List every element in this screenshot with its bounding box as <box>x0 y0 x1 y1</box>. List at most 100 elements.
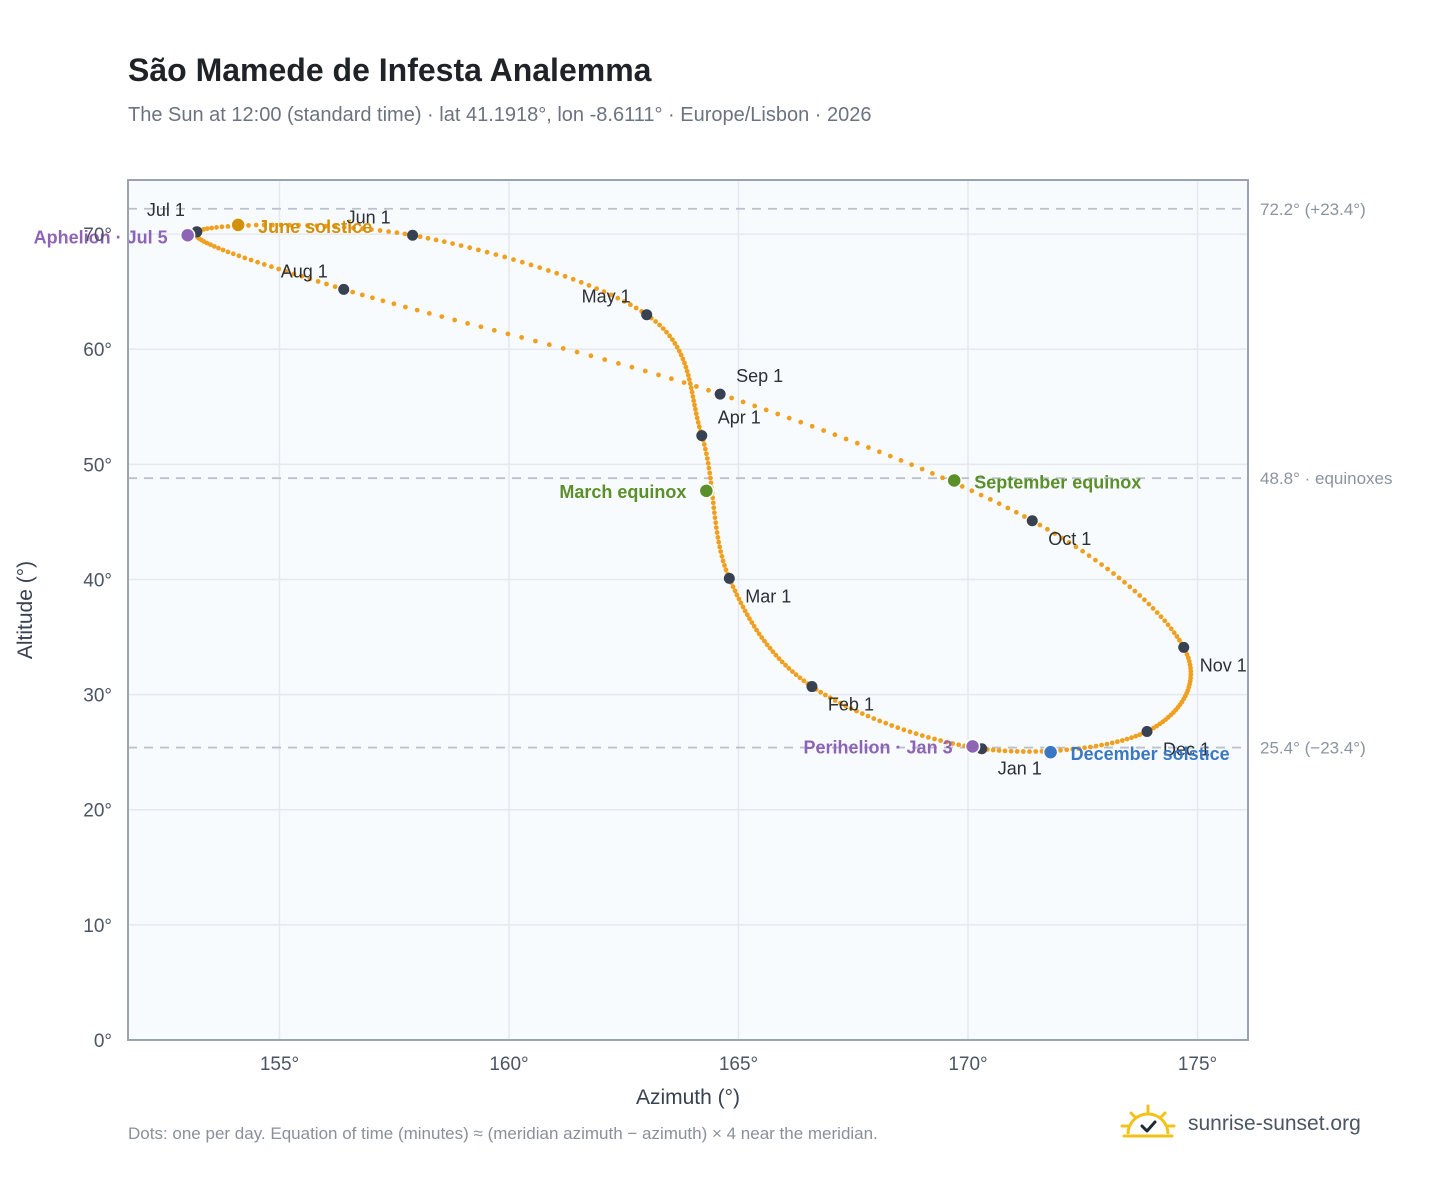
daily-sun-dot <box>287 222 292 228</box>
daily-sun-dot <box>386 229 391 235</box>
x-axis-label: Azimuth (°) <box>636 1086 740 1109</box>
daily-sun-dot <box>932 736 937 742</box>
daily-sun-dot <box>1080 548 1085 554</box>
daily-sun-dot <box>832 698 838 703</box>
daily-sun-dot <box>1093 557 1098 563</box>
daily-sun-dot <box>1119 738 1125 743</box>
daily-sun-dot <box>276 266 282 272</box>
daily-sun-dot <box>763 407 769 413</box>
y-tick-label: 70° <box>83 225 112 246</box>
month-marker <box>696 430 708 442</box>
daily-sun-dot <box>332 224 338 230</box>
daily-sun-dot <box>682 360 687 366</box>
brand-logo[interactable]: sunrise-sunset.org <box>1120 1102 1361 1146</box>
daily-sun-dot <box>901 727 907 733</box>
daily-sun-dot <box>688 385 694 391</box>
daily-sun-dot <box>1086 553 1092 559</box>
daily-sun-dot <box>704 451 709 457</box>
event-marker <box>698 483 715 499</box>
daily-sun-dot <box>1020 749 1026 754</box>
daily-sun-dot <box>1124 736 1130 742</box>
y-tick-label: 30° <box>83 686 112 707</box>
daily-sun-dot <box>959 484 965 489</box>
month-label: Apr 1 <box>718 408 761 428</box>
daily-sun-dot <box>703 446 708 452</box>
chart-footnote: Dots: one per day. Equation of time (min… <box>128 1124 878 1143</box>
daily-sun-dot <box>1162 618 1168 624</box>
daily-sun-dot <box>1171 630 1177 636</box>
daily-sun-dot <box>560 346 566 351</box>
daily-sun-dot <box>1037 522 1043 528</box>
daily-sun-dot <box>716 539 722 545</box>
daily-sun-dot <box>848 706 854 711</box>
daily-sun-dot <box>736 596 742 602</box>
daily-sun-dot <box>938 738 943 743</box>
daily-sun-dot <box>705 460 711 466</box>
daily-sun-dot <box>889 723 895 728</box>
daily-sun-dot <box>693 406 698 412</box>
daily-sun-dot <box>680 356 686 362</box>
daily-sun-dot <box>818 689 824 695</box>
daily-sun-dot <box>744 612 750 618</box>
daily-sun-dot <box>324 281 329 287</box>
daily-sun-dot <box>767 645 773 651</box>
chart-title: São Mamede de Infesta Analemma <box>128 52 652 88</box>
daily-sun-dot <box>248 257 254 263</box>
daily-sun-dot <box>528 262 534 268</box>
daily-sun-dot <box>667 333 672 339</box>
daily-sun-dot <box>1093 743 1099 749</box>
daily-sun-dot <box>1014 749 1020 754</box>
reference-line-label: 48.8° · equinoxes <box>1260 469 1393 488</box>
daily-sun-dot <box>1002 748 1008 754</box>
daily-sun-dot <box>1129 735 1134 741</box>
daily-sun-dot <box>783 662 788 668</box>
month-marker <box>723 572 735 584</box>
daily-sun-dot <box>601 289 607 295</box>
daily-sun-dot <box>1146 601 1152 607</box>
daily-sun-dot <box>1132 588 1138 594</box>
daily-sun-dot <box>341 224 347 230</box>
daily-sun-dot <box>674 344 680 350</box>
daily-sun-dot <box>821 428 826 433</box>
reference-line-label: 25.4° (−23.4°) <box>1260 739 1366 758</box>
event-marker <box>230 217 246 233</box>
daily-sun-dot <box>691 398 697 404</box>
daily-sun-dot <box>246 223 251 228</box>
x-tick-label: 155° <box>260 1054 299 1075</box>
x-tick-label: 160° <box>489 1054 528 1075</box>
daily-sun-dot <box>230 251 236 257</box>
daily-sun-dot <box>208 242 213 248</box>
x-tick-label: 165° <box>719 1054 758 1075</box>
x-tick-label: 170° <box>948 1054 987 1075</box>
daily-sun-dot <box>720 558 726 564</box>
y-tick-label: 60° <box>83 340 112 361</box>
daily-sun-dot <box>253 222 259 228</box>
daily-sun-dot <box>450 241 455 247</box>
daily-sun-dot <box>657 322 662 328</box>
daily-sun-dot <box>1105 566 1110 572</box>
daily-sun-dot <box>377 228 383 233</box>
daily-sun-dot <box>1111 571 1116 576</box>
daily-sun-dot <box>751 623 757 629</box>
daily-sun-dot <box>1168 626 1174 632</box>
daily-sun-dot <box>315 279 321 284</box>
daily-sun-dot <box>877 718 883 724</box>
daily-sun-dot <box>747 616 752 622</box>
daily-sun-dot <box>684 368 690 374</box>
daily-sun-dot <box>621 299 627 304</box>
daily-sun-dot <box>1142 597 1147 603</box>
event-label: Perihelion · Jan 3 <box>804 737 953 757</box>
month-marker <box>1141 725 1153 737</box>
daily-sun-dot <box>1137 732 1143 738</box>
reference-line-label: 72.2° (+23.4°) <box>1260 200 1366 219</box>
daily-sun-dot <box>314 223 320 229</box>
daily-sun-dot <box>838 700 843 706</box>
daily-sun-dot <box>1099 562 1104 567</box>
brand-name: sunrise-sunset.org <box>1188 1112 1361 1135</box>
daily-sun-dot <box>1082 745 1087 751</box>
daily-sun-dot <box>505 331 511 337</box>
month-label: Jun 1 <box>347 207 391 227</box>
event-label: December solstice <box>1071 744 1230 764</box>
daily-sun-dot <box>394 230 400 236</box>
daily-sun-dot <box>809 423 815 429</box>
